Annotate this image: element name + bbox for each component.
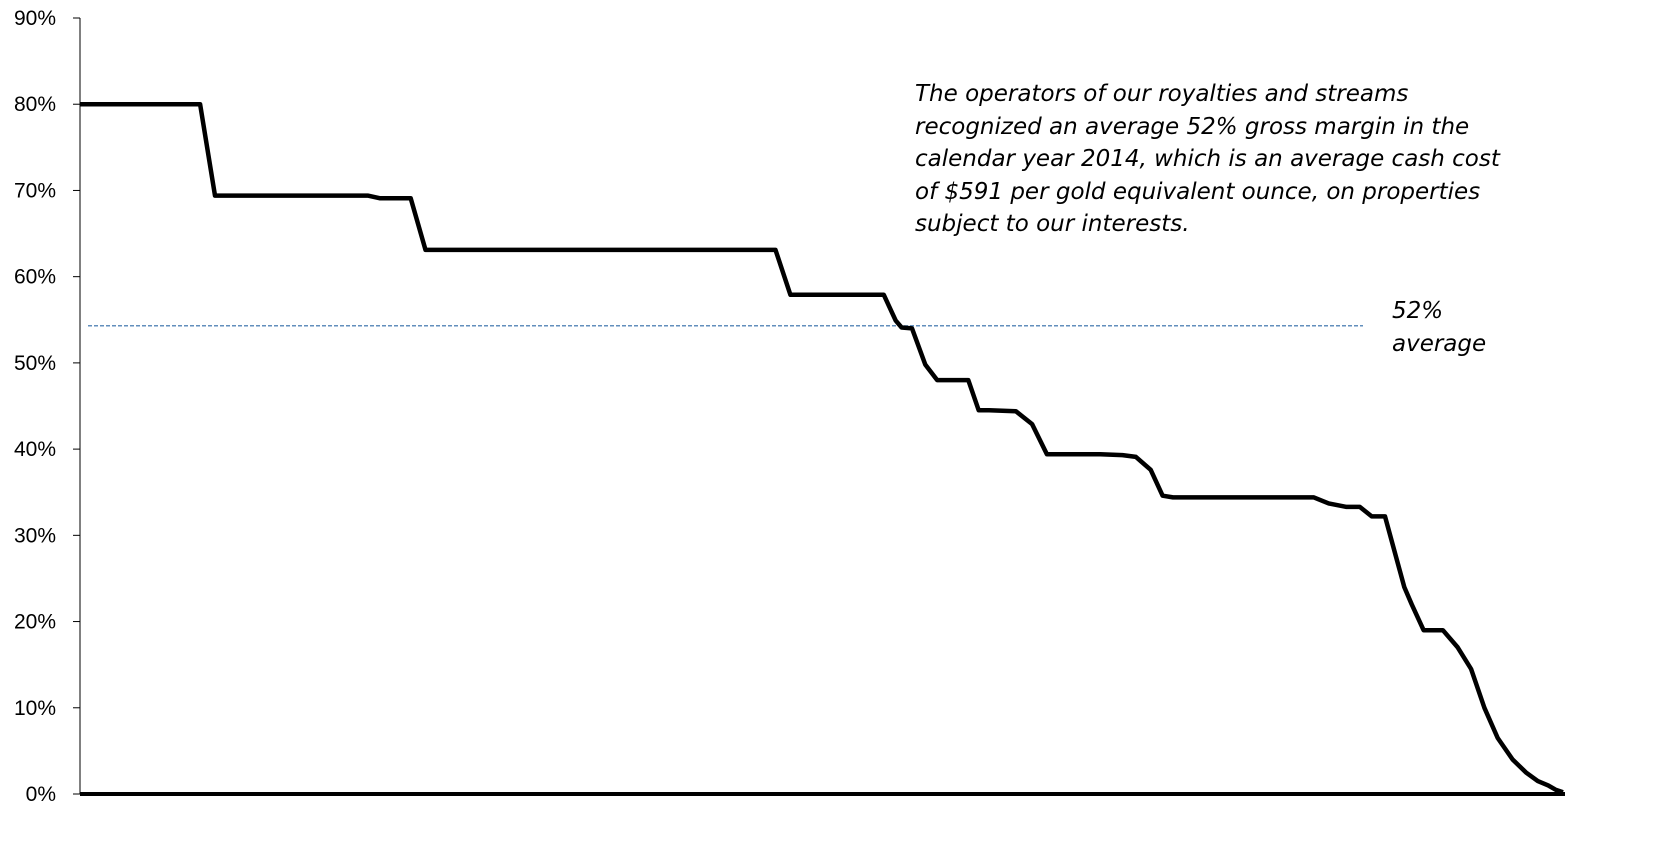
y-tick-label: 20% — [14, 611, 56, 634]
margin-annotation: The operators of our royalties and strea… — [915, 78, 1515, 241]
y-tick-label: 70% — [14, 179, 56, 202]
y-tick-label: 30% — [14, 524, 56, 547]
average-label-line: average — [1392, 330, 1487, 357]
average-label: 52% average — [1392, 295, 1532, 360]
y-tick-label: 40% — [14, 438, 56, 461]
y-tick-label: 90% — [14, 7, 56, 30]
y-tick-label: 50% — [14, 352, 56, 375]
annotation-line: subject to our interests. — [915, 211, 1190, 237]
margin-series-line — [80, 101, 1564, 795]
series-group — [80, 101, 1564, 795]
annotation-line: The operators of our royalties and strea… — [915, 81, 1409, 107]
average-label-line: 52% — [1392, 298, 1444, 324]
y-tick-label: 80% — [14, 93, 56, 116]
y-tick-label: 10% — [14, 697, 56, 720]
y-axis: 0% 10% 20% 30% 40% 50% 60% 70% 80% 90% — [14, 7, 81, 806]
annotation-line: calendar year 2014, which is an average … — [915, 146, 1500, 172]
annotation-line: of $591 per gold equivalent ounce, on pr… — [915, 178, 1481, 205]
y-tick-label: 0% — [26, 783, 56, 806]
y-tick-label: 60% — [14, 266, 56, 289]
annotation-line: recognized an average 52% gross margin i… — [915, 113, 1470, 140]
